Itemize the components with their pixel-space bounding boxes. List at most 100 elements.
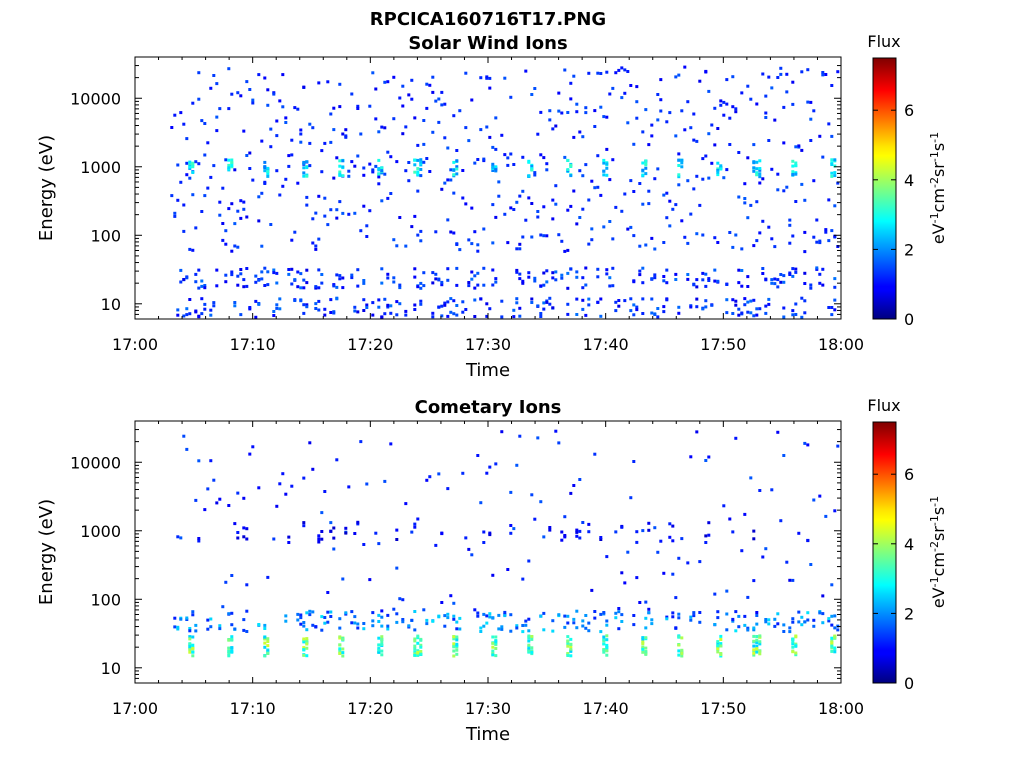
spectrogram-cell xyxy=(242,526,246,530)
spectrogram-cell xyxy=(269,223,273,226)
spectrogram-cell xyxy=(329,298,333,302)
spectrogram-cell xyxy=(584,614,588,617)
spectrogram-cell xyxy=(758,640,762,644)
spectrogram-cell xyxy=(413,644,417,648)
spectrogram-cell xyxy=(818,272,822,276)
spectrogram-cell xyxy=(680,648,684,652)
y-tick-label: 10000 xyxy=(70,89,121,108)
x-tick-label: 17:40 xyxy=(583,699,629,718)
spectrogram-cell xyxy=(341,577,345,581)
spectrogram-cell xyxy=(530,202,534,205)
spectrogram-cell xyxy=(659,98,663,102)
spectrogram-cell xyxy=(641,161,645,165)
spectrogram-cell xyxy=(302,278,306,282)
spectrogram-cell xyxy=(338,170,342,174)
spectrogram-cell xyxy=(800,148,804,152)
spectrogram-cell xyxy=(833,636,837,640)
spectrogram-cell xyxy=(677,653,681,657)
spectrogram-cell xyxy=(380,640,384,643)
spectrogram-cell xyxy=(437,615,441,619)
spectrogram-cell xyxy=(275,306,279,310)
spectrogram-cell xyxy=(197,71,201,75)
spectrogram-cell xyxy=(491,145,495,149)
spectrogram-cell xyxy=(677,616,681,620)
spectrogram-cell xyxy=(221,605,225,609)
spectrogram-cell xyxy=(677,73,681,77)
spectrogram-cell xyxy=(416,167,420,171)
spectrogram-cell xyxy=(494,635,498,639)
spectrogram-cell xyxy=(611,284,615,288)
spectrogram-cell xyxy=(641,130,645,134)
spectrogram-cell xyxy=(371,168,375,172)
spectrogram-cell xyxy=(656,307,660,310)
spectrogram-cell xyxy=(815,218,819,222)
spectrogram-cell xyxy=(491,166,495,170)
x-tick-label: 17:00 xyxy=(112,699,158,718)
spectrogram-cell xyxy=(392,276,396,280)
spectrogram-cell xyxy=(389,442,393,446)
spectrogram-cell xyxy=(326,610,330,614)
spectrogram-cell xyxy=(734,436,738,440)
x-tick-label: 17:00 xyxy=(112,335,158,354)
spectrogram-cell xyxy=(320,273,324,276)
spectrogram-cell xyxy=(755,647,759,651)
spectrogram-cell xyxy=(635,305,639,309)
spectrogram-cells xyxy=(170,65,840,319)
spectrogram-cell xyxy=(617,299,621,302)
spectrogram-cell xyxy=(278,297,282,301)
spectrogram-cell xyxy=(413,650,417,654)
spectrogram-cell xyxy=(752,651,756,655)
spectrogram-cell xyxy=(539,315,543,318)
spectrogram-cell xyxy=(530,168,534,172)
spectrogram-cell xyxy=(230,164,234,168)
spectrogram-cell xyxy=(782,315,786,319)
spectrogram-cell xyxy=(359,440,363,444)
spectrogram-cell xyxy=(317,308,321,312)
spectrogram-cell xyxy=(425,622,429,626)
spectrogram-cell xyxy=(356,626,360,630)
spectrogram-cell xyxy=(377,130,381,134)
spectrogram-cell xyxy=(485,75,489,79)
spectrogram-cell xyxy=(560,111,564,115)
spectrogram-cell xyxy=(392,607,396,611)
spectrogram-cell xyxy=(332,128,336,132)
spectrogram-cell xyxy=(302,476,306,480)
spectrogram-cell xyxy=(491,283,495,287)
spectrogram-cell xyxy=(725,311,729,315)
spectrogram-cell xyxy=(680,636,684,640)
spectrogram-cell xyxy=(242,618,246,622)
spectrogram-cell xyxy=(644,600,648,604)
spectrogram-cell xyxy=(329,615,333,618)
spectrogram-cell xyxy=(641,637,645,641)
spectrogram-cell xyxy=(545,234,549,238)
spectrogram-cell xyxy=(764,311,768,315)
spectrogram-cell xyxy=(794,644,798,648)
spectrogram-cell xyxy=(416,170,420,174)
spectrogram-cell xyxy=(545,280,549,284)
spectrogram-cell xyxy=(833,614,837,618)
spectrogram-cell xyxy=(497,627,501,631)
spectrogram-cell xyxy=(377,636,381,640)
colorbar-tick-label: 4 xyxy=(904,535,914,554)
spectrogram-cell xyxy=(272,268,276,272)
spectrogram-cell xyxy=(521,155,525,159)
spectrogram-cell xyxy=(761,177,765,181)
spectrogram-cell xyxy=(335,285,339,289)
spectrogram-cell xyxy=(353,211,357,215)
spectrogram-cell xyxy=(617,610,621,614)
spectrogram-cell xyxy=(191,101,195,105)
spectrogram-cell xyxy=(365,235,369,238)
spectrogram-cell xyxy=(746,84,750,88)
spectrogram-cell xyxy=(491,645,495,649)
spectrogram-cell xyxy=(650,134,654,138)
spectrogram-cell xyxy=(641,173,645,177)
spectrogram-cell xyxy=(491,162,495,166)
spectrogram-cell xyxy=(353,615,357,619)
spectrogram-cell xyxy=(614,309,618,313)
spectrogram-cell xyxy=(227,612,231,616)
spectrogram-cell xyxy=(554,202,558,206)
spectrogram-cell xyxy=(539,284,543,288)
spectrogram-cell xyxy=(341,647,345,651)
spectrogram-cell xyxy=(284,614,288,618)
